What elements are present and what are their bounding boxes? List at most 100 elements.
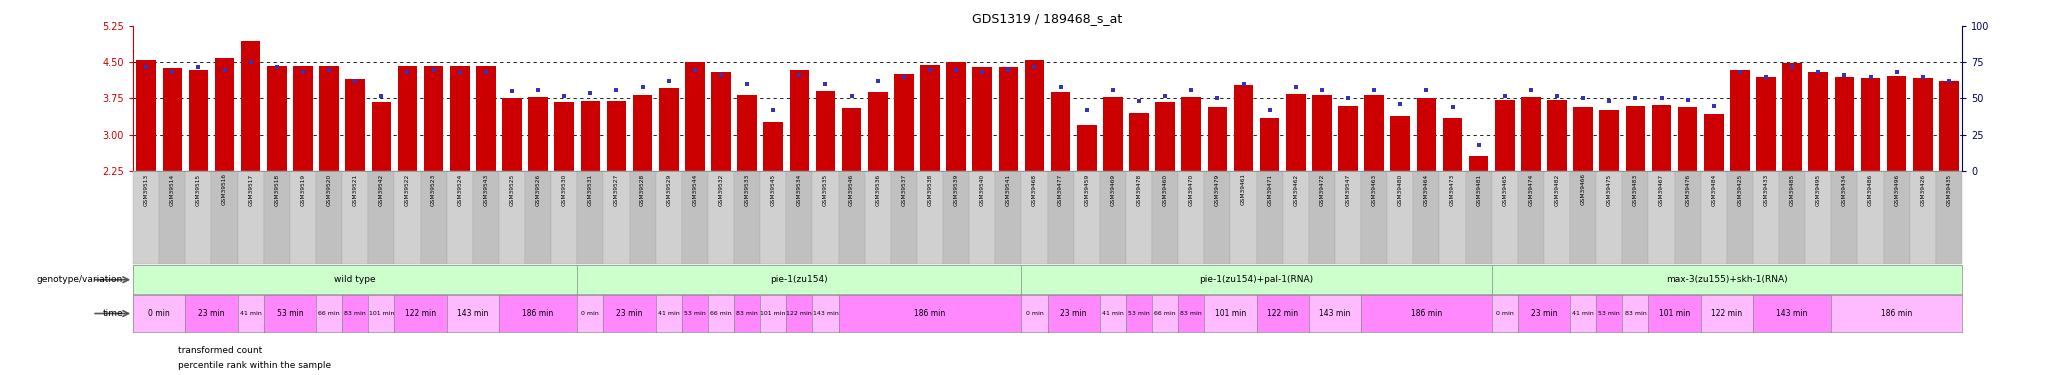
Point	[653, 78, 686, 84]
Text: GSM39465: GSM39465	[1503, 174, 1507, 206]
Text: GSM39539: GSM39539	[954, 174, 958, 206]
FancyBboxPatch shape	[813, 171, 838, 264]
Point	[1489, 93, 1522, 99]
FancyBboxPatch shape	[1022, 171, 1049, 264]
FancyBboxPatch shape	[1049, 171, 1073, 264]
FancyBboxPatch shape	[1073, 171, 1100, 264]
Bar	[371, 102, 391, 171]
Bar	[293, 66, 313, 171]
Point	[1200, 96, 1233, 102]
Text: GSM39459: GSM39459	[1083, 174, 1090, 206]
Bar	[1704, 114, 1724, 171]
Bar	[424, 66, 442, 171]
FancyBboxPatch shape	[551, 171, 578, 264]
Text: GSM39462: GSM39462	[1292, 174, 1298, 206]
Text: GSM39526: GSM39526	[537, 174, 541, 206]
Bar	[475, 66, 496, 171]
Text: GSM39514: GSM39514	[170, 174, 174, 206]
Point	[1253, 107, 1286, 113]
Text: pie-1(zu154): pie-1(zu154)	[770, 275, 827, 284]
Text: GSM39517: GSM39517	[248, 174, 254, 206]
Text: 186 min: 186 min	[1411, 309, 1442, 318]
Bar	[1104, 97, 1122, 171]
Text: wild type: wild type	[334, 275, 377, 284]
Text: 53 min: 53 min	[1128, 311, 1149, 316]
FancyBboxPatch shape	[1831, 171, 1858, 264]
FancyBboxPatch shape	[369, 171, 395, 264]
Text: GSM39534: GSM39534	[797, 174, 803, 206]
Text: time: time	[102, 309, 123, 318]
Text: GSM39466: GSM39466	[1581, 174, 1585, 206]
Point	[1280, 84, 1313, 90]
Text: 0 min: 0 min	[147, 309, 170, 318]
Point	[1096, 87, 1128, 93]
FancyBboxPatch shape	[133, 171, 160, 264]
FancyBboxPatch shape	[1780, 171, 1804, 264]
Text: GSM39544: GSM39544	[692, 174, 696, 206]
FancyBboxPatch shape	[1466, 171, 1491, 264]
Text: GSM39527: GSM39527	[614, 174, 618, 206]
Text: GSM39484: GSM39484	[1712, 174, 1716, 206]
Point	[678, 67, 711, 73]
FancyBboxPatch shape	[446, 171, 473, 264]
FancyBboxPatch shape	[918, 171, 942, 264]
Text: 0 min: 0 min	[1495, 311, 1513, 316]
Text: pie-1(zu154)+pal-1(RNA): pie-1(zu154)+pal-1(RNA)	[1200, 275, 1313, 284]
FancyBboxPatch shape	[1413, 171, 1440, 264]
Bar	[1233, 86, 1253, 171]
Text: GSM39541: GSM39541	[1006, 174, 1012, 206]
Text: GSM39521: GSM39521	[352, 174, 358, 206]
Text: GSM39495: GSM39495	[1817, 174, 1821, 206]
FancyBboxPatch shape	[1595, 171, 1622, 264]
Bar	[1731, 70, 1749, 171]
FancyBboxPatch shape	[1257, 171, 1282, 264]
Point	[1516, 87, 1548, 93]
FancyBboxPatch shape	[709, 171, 733, 264]
Text: GSM39538: GSM39538	[928, 174, 932, 206]
Point	[365, 93, 397, 99]
Point	[1227, 81, 1260, 87]
Point	[1540, 93, 1573, 99]
Text: GSM39519: GSM39519	[301, 174, 305, 206]
Text: GSM39533: GSM39533	[745, 174, 750, 206]
Text: GSM39464: GSM39464	[1423, 174, 1430, 206]
Point	[627, 84, 659, 90]
Text: 143 min: 143 min	[813, 311, 838, 316]
Text: 83 min: 83 min	[1180, 311, 1202, 316]
Bar	[737, 95, 758, 171]
Text: GSM39523: GSM39523	[430, 174, 436, 206]
Bar	[1573, 106, 1593, 171]
Point	[887, 74, 920, 80]
Point	[940, 67, 973, 73]
Point	[547, 93, 580, 99]
Text: GSM39470: GSM39470	[1188, 174, 1194, 206]
Point	[1776, 64, 1808, 70]
Text: 41 min: 41 min	[657, 311, 680, 316]
Bar	[842, 108, 862, 171]
Bar	[606, 101, 627, 171]
Bar	[1939, 81, 1958, 171]
Text: 143 min: 143 min	[1776, 309, 1808, 318]
Point	[1018, 64, 1051, 70]
Point	[1122, 98, 1155, 104]
Text: 122 min: 122 min	[1268, 309, 1298, 318]
Text: 186 min: 186 min	[522, 309, 553, 318]
Bar	[1522, 97, 1540, 171]
Point	[1853, 74, 1886, 80]
Text: GSM39525: GSM39525	[510, 174, 514, 206]
FancyBboxPatch shape	[891, 171, 918, 264]
Point	[1829, 72, 1862, 78]
Text: 101 min: 101 min	[1659, 309, 1690, 318]
Text: 101 min: 101 min	[760, 311, 786, 316]
Text: GSM39460: GSM39460	[1163, 174, 1167, 206]
FancyBboxPatch shape	[1362, 171, 1386, 264]
FancyBboxPatch shape	[1909, 171, 1935, 264]
Text: 186 min: 186 min	[1880, 309, 1913, 318]
FancyBboxPatch shape	[1884, 171, 1909, 264]
Text: 83 min: 83 min	[344, 311, 367, 316]
Bar	[1546, 100, 1567, 171]
Point	[233, 59, 266, 65]
Point	[209, 67, 242, 73]
FancyBboxPatch shape	[211, 171, 238, 264]
Bar	[1757, 77, 1776, 171]
